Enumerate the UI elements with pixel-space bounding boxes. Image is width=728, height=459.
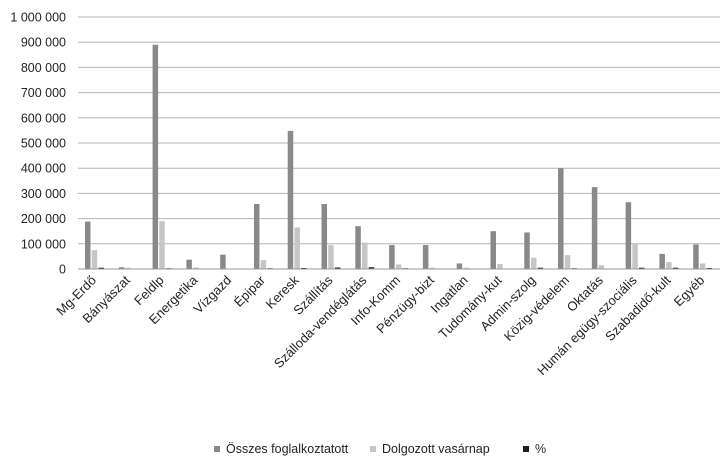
bars	[85, 44, 713, 269]
bar-dolgozott-vasárnap-0	[91, 250, 98, 269]
bar-összes-foglalkoztatott-18	[693, 244, 699, 269]
x-tick-label: Vízgazd	[190, 273, 234, 317]
y-axis-ticks: 0 100 000 200 000 300 000 400 000 500 000 600 …	[10, 11, 66, 277]
bar-dolgozott-vasárnap-2	[159, 221, 165, 269]
x-tick-label: Épipar	[231, 272, 269, 310]
bar-dolgozott-vasárnap-13	[530, 257, 537, 269]
legend-label: Összes foglalkoztatott	[226, 442, 349, 456]
bar-dolgozott-vasárnap-6	[294, 227, 300, 269]
y-tick-label: 0	[59, 263, 66, 277]
bar-összes-foglalkoztatott-7	[321, 203, 328, 269]
bar-összes-foglalkoztatott-16	[625, 202, 632, 269]
y-tick-label: 700 000	[21, 86, 66, 100]
legend: Összes foglalkoztatott Dolgozott vasárnap…	[214, 442, 546, 456]
bar-dolgozott-vasárnap-18	[699, 263, 706, 269]
bar-dolgozott-vasárnap-9	[395, 264, 402, 269]
bar-dolgozott-vasárnap-8	[362, 242, 368, 269]
bar-dolgozott-vasárnap-7	[328, 245, 334, 269]
bar-%-17	[672, 267, 679, 269]
bar-dolgozott-vasárnap-1	[125, 267, 131, 269]
y-tick-label: 900 000	[21, 36, 66, 50]
y-tick-label: 400 000	[21, 162, 66, 176]
bar-összes-foglalkoztatott-4	[220, 254, 226, 269]
bar-összes-foglalkoztatott-6	[287, 130, 294, 269]
legend-swatch	[523, 446, 529, 452]
legend-label: %	[535, 442, 546, 456]
bar-összes-foglalkoztatott-9	[389, 245, 395, 269]
bar-összes-foglalkoztatott-5	[253, 203, 260, 269]
legend-label: Dolgozott vasárnap	[382, 442, 490, 456]
bar-dolgozott-vasárnap-17	[666, 261, 672, 269]
bar-dolgozott-vasárnap-5	[260, 260, 267, 269]
bar-dolgozott-vasárnap-12	[497, 263, 503, 269]
legend-swatch	[214, 446, 220, 452]
bar-dolgozott-vasárnap-10	[429, 267, 436, 269]
bar-összes-foglalkoztatott-13	[524, 232, 530, 269]
bar-összes-foglalkoztatott-15	[591, 187, 598, 269]
bar-összes-foglalkoztatott-3	[186, 259, 192, 269]
bar-%-18	[706, 267, 713, 269]
y-tick-label: 100 000	[21, 237, 66, 251]
bar-%-7	[334, 267, 341, 269]
bar-%-16	[639, 267, 645, 269]
y-tick-label: 600 000	[21, 111, 66, 125]
bar-dolgozott-vasárnap-15	[598, 265, 605, 269]
bar-dolgozott-vasárnap-14	[564, 255, 571, 269]
bar-dolgozott-vasárnap-11	[463, 267, 469, 269]
bar-összes-foglalkoztatott-0	[85, 221, 91, 269]
bar-összes-foglalkoztatott-8	[355, 226, 361, 269]
bar-%-8	[368, 267, 375, 269]
bar-összes-foglalkoztatott-10	[422, 245, 429, 269]
bar-dolgozott-vasárnap-3	[193, 267, 199, 269]
bar-összes-foglalkoztatott-14	[558, 168, 564, 269]
bar-összes-foglalkoztatott-2	[152, 44, 159, 269]
x-tick-label: Egyéb	[671, 273, 708, 310]
x-axis-ticks: Mg-ErdőBányászatFeldlpEnergetikaVízgazdÉ…	[53, 272, 707, 378]
y-tick-label: 800 000	[21, 61, 66, 75]
gridlines	[78, 16, 720, 245]
bar-dolgozott-vasárnap-16	[632, 243, 638, 269]
y-tick-label: 1 000 000	[10, 11, 66, 25]
y-tick-label: 300 000	[21, 187, 66, 201]
y-tick-label: 200 000	[21, 212, 66, 226]
bar-összes-foglalkoztatott-17	[659, 253, 665, 269]
legend-swatch	[370, 446, 376, 452]
bar-összes-foglalkoztatott-12	[490, 231, 496, 269]
bar-összes-foglalkoztatott-11	[456, 263, 463, 269]
bar-összes-foglalkoztatott-1	[118, 267, 125, 269]
bar-%-13	[537, 267, 544, 269]
y-tick-label: 500 000	[21, 137, 66, 151]
bar-%-6	[301, 267, 307, 269]
bar-%-0	[98, 267, 104, 269]
